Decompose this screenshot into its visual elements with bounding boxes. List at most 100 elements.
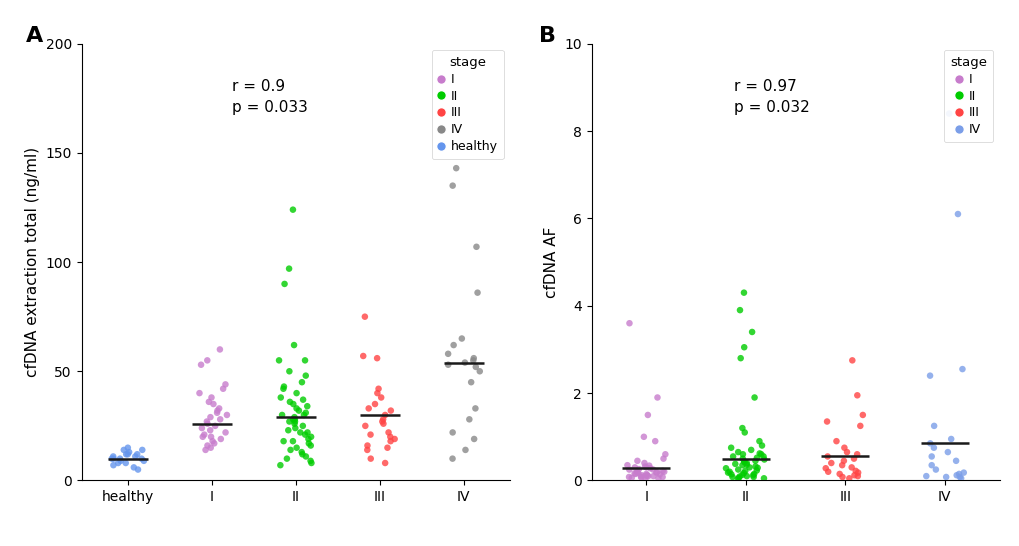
Point: [948, 471, 964, 479]
Point: [755, 455, 771, 464]
Point: [636, 462, 652, 471]
Point: [717, 464, 734, 473]
Point: [298, 371, 314, 380]
Point: [291, 428, 308, 437]
Point: [745, 473, 761, 482]
Point: [467, 404, 483, 413]
Point: [439, 349, 455, 358]
Point: [272, 461, 288, 470]
Point: [734, 461, 750, 470]
Point: [112, 454, 128, 463]
Point: [362, 430, 378, 439]
Point: [747, 456, 763, 465]
Point: [203, 432, 219, 441]
Point: [731, 306, 747, 314]
Point: [370, 384, 386, 393]
Point: [129, 450, 146, 459]
Point: [379, 443, 395, 452]
Point: [655, 467, 672, 476]
Point: [731, 472, 747, 481]
Point: [202, 426, 218, 435]
Point: [822, 459, 839, 467]
Point: [293, 378, 310, 387]
Point: [835, 456, 851, 465]
Point: [644, 465, 660, 474]
Point: [136, 456, 152, 465]
Point: [286, 415, 303, 424]
Point: [117, 459, 133, 467]
Point: [198, 446, 214, 454]
Point: [743, 328, 759, 336]
Point: [742, 446, 758, 454]
Point: [649, 393, 665, 402]
Point: [621, 473, 637, 482]
Point: [217, 428, 233, 437]
Point: [619, 461, 635, 470]
Point: [286, 413, 303, 422]
Point: [732, 354, 748, 363]
Point: [302, 456, 318, 465]
Point: [286, 419, 303, 428]
Point: [293, 448, 310, 456]
Point: [635, 432, 651, 441]
Point: [463, 378, 479, 387]
Point: [730, 465, 746, 474]
Point: [212, 435, 228, 443]
Point: [209, 406, 225, 415]
Point: [633, 471, 649, 479]
Y-axis label: cfDNA extraction total (ng/ml): cfDNA extraction total (ng/ml): [24, 147, 40, 377]
Point: [943, 435, 959, 443]
Point: [380, 428, 396, 437]
Point: [736, 458, 752, 466]
Point: [272, 393, 288, 402]
Point: [287, 424, 304, 432]
Point: [112, 456, 128, 465]
Point: [741, 463, 757, 472]
Point: [730, 448, 746, 456]
Point: [654, 473, 671, 482]
Point: [749, 464, 765, 472]
Point: [447, 164, 464, 173]
Point: [636, 459, 652, 467]
Point: [922, 452, 938, 461]
Point: [734, 424, 750, 432]
Point: [444, 181, 461, 190]
Point: [846, 471, 862, 479]
Text: B: B: [538, 26, 555, 46]
Point: [286, 417, 303, 426]
Point: [847, 466, 863, 475]
Point: [369, 354, 385, 363]
Point: [118, 450, 135, 459]
Point: [359, 446, 375, 454]
Point: [362, 454, 378, 463]
Point: [369, 389, 385, 397]
Point: [745, 470, 761, 478]
Point: [736, 343, 752, 352]
Point: [734, 450, 750, 459]
Point: [215, 384, 231, 393]
Point: [729, 474, 745, 483]
Point: [282, 446, 299, 454]
Point: [281, 367, 298, 376]
Point: [205, 400, 221, 408]
Point: [927, 465, 944, 474]
Point: [299, 428, 315, 437]
Point: [626, 469, 642, 478]
Point: [199, 356, 215, 365]
Point: [195, 432, 211, 441]
Point: [736, 457, 752, 466]
Point: [629, 467, 645, 476]
Point: [218, 411, 234, 419]
Point: [623, 473, 639, 482]
Point: [274, 411, 290, 419]
Point: [735, 288, 751, 297]
Point: [748, 453, 764, 462]
Point: [921, 371, 937, 380]
Point: [921, 439, 937, 448]
Point: [199, 419, 215, 428]
Point: [753, 441, 769, 450]
Point: [949, 210, 965, 218]
Text: A: A: [25, 26, 43, 46]
Point: [285, 400, 302, 408]
Point: [293, 450, 310, 459]
